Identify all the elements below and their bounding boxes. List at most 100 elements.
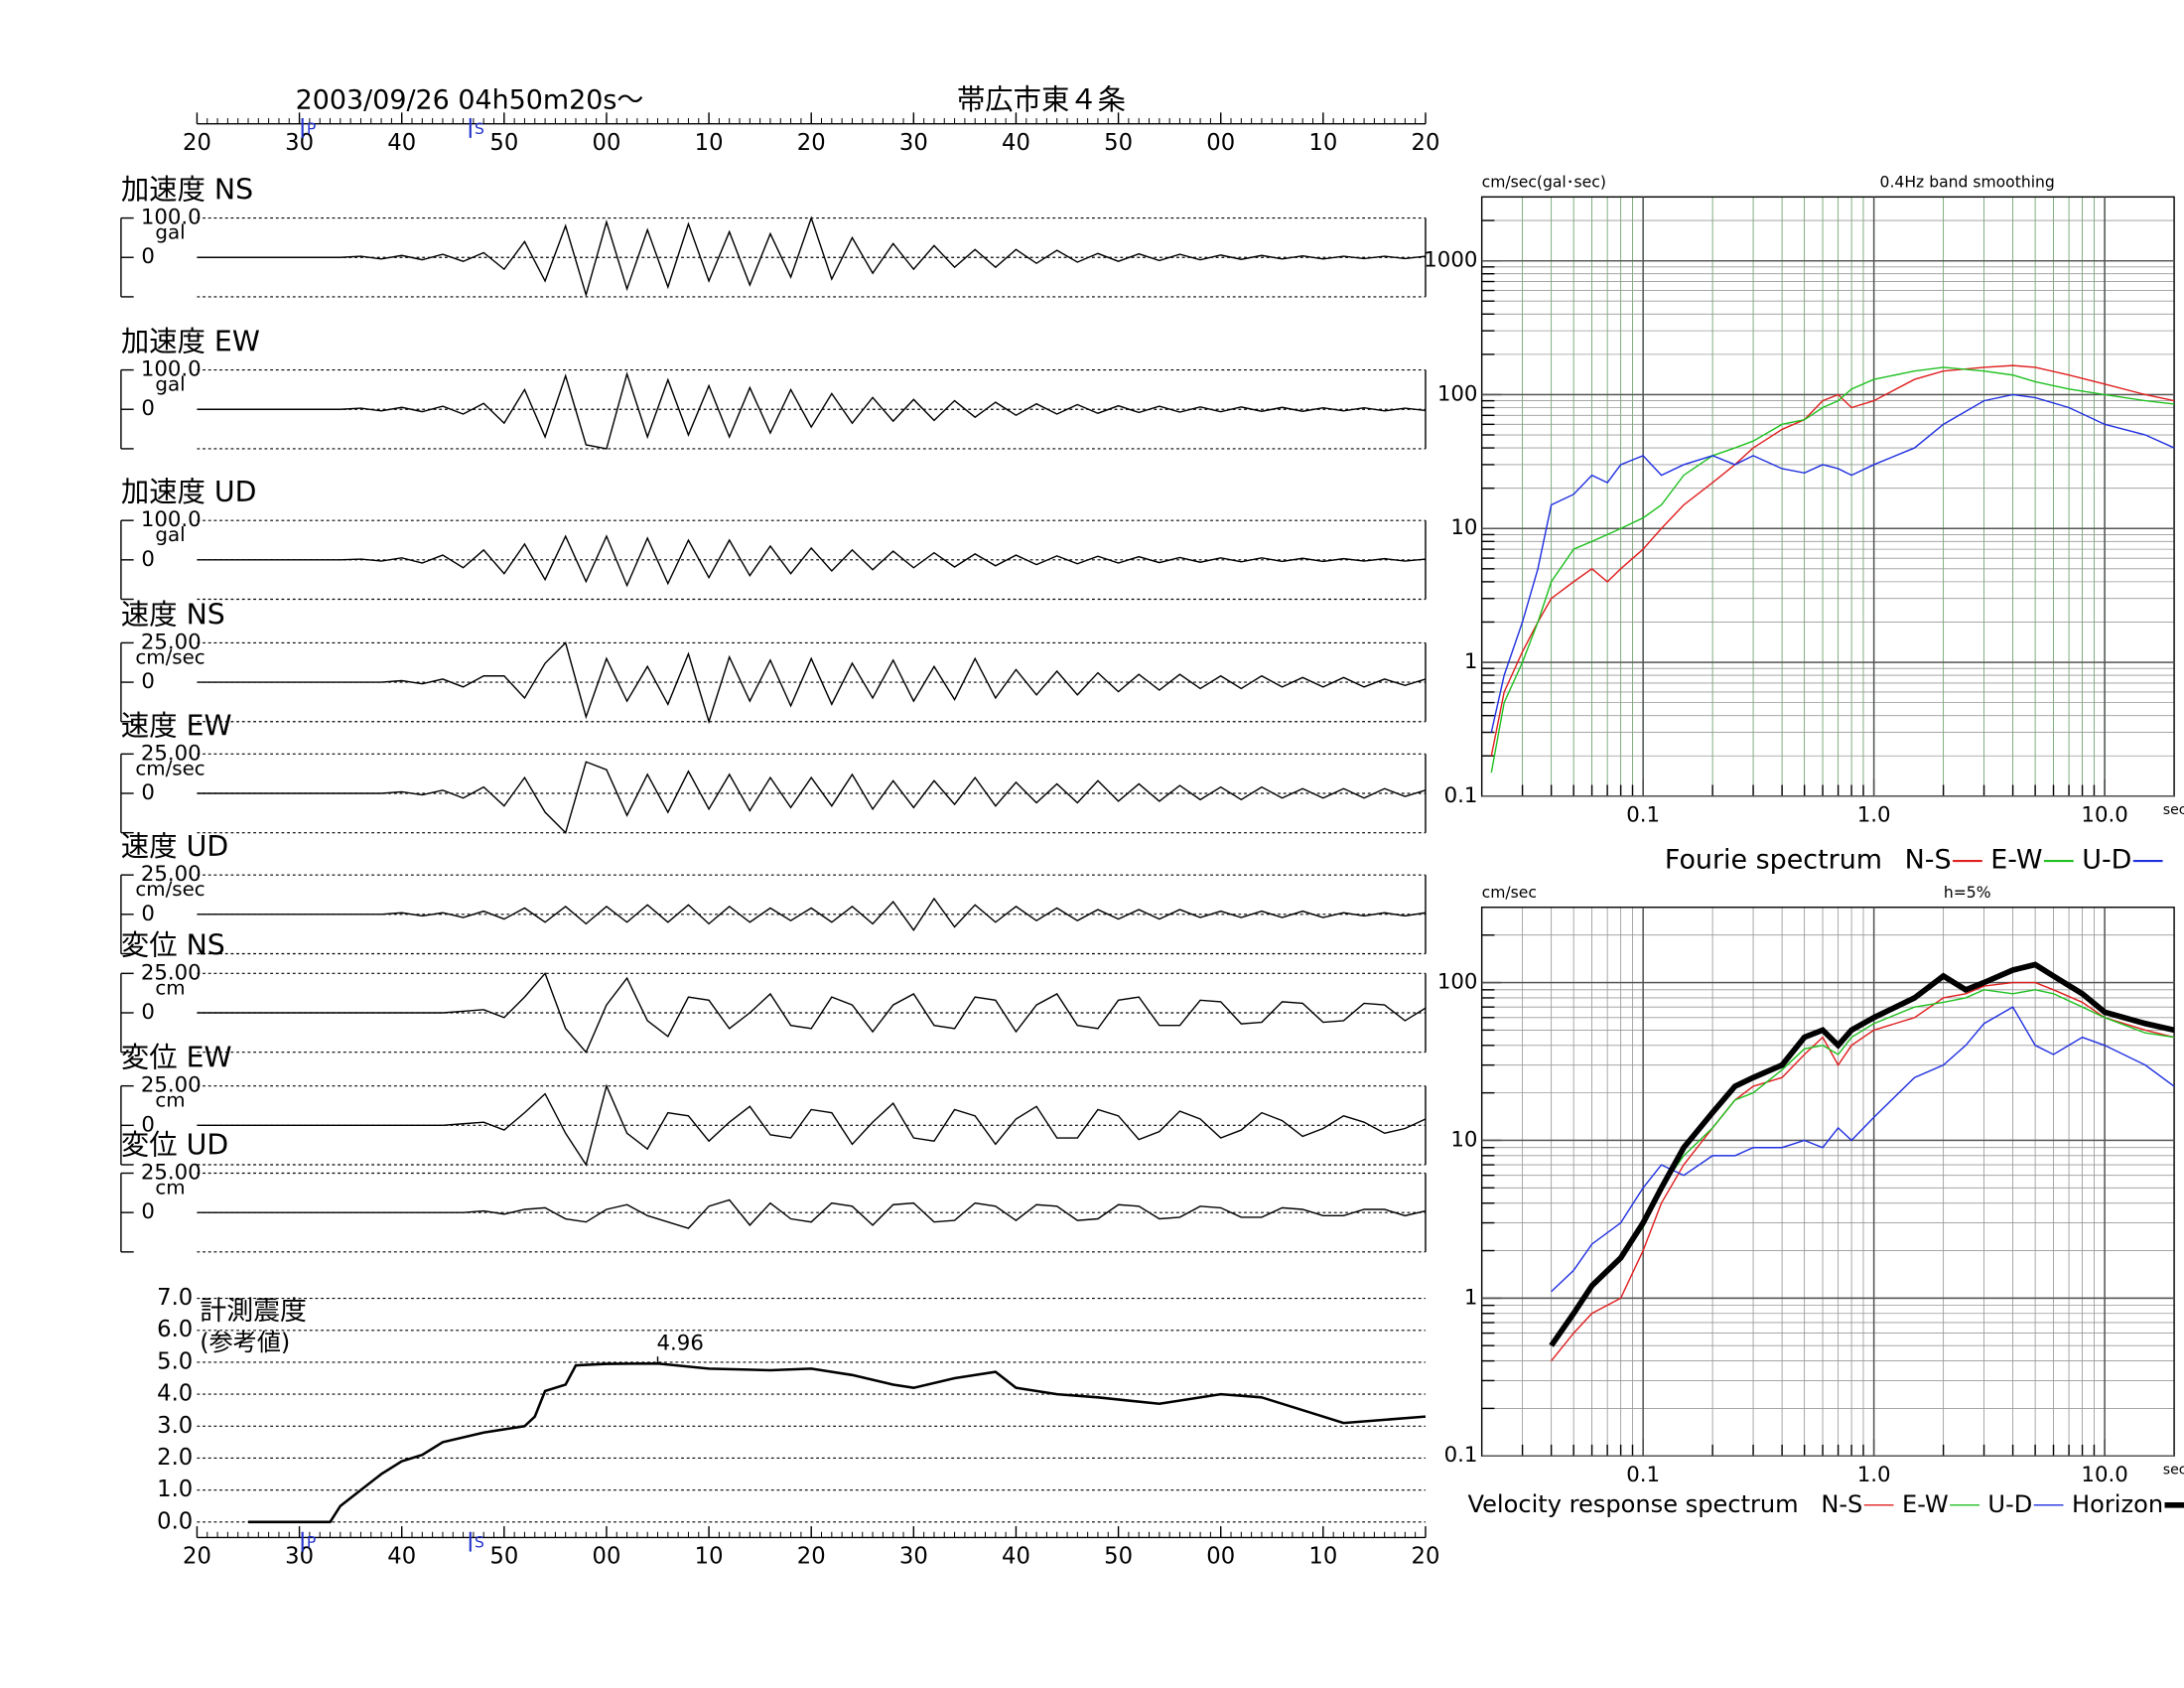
spectrum-line — [1490, 393, 2175, 733]
x-tick-label: 1.0 — [1857, 1463, 1891, 1487]
x-tick-label: 20 — [1412, 130, 1440, 156]
unit-label: cm/sec — [135, 757, 205, 779]
y-tick-label: 100.0 — [141, 357, 202, 382]
y-tick-label: 1 — [1464, 649, 1478, 674]
y-tick-label: 0 — [141, 669, 155, 694]
y-tick-label: 4.0 — [157, 1381, 193, 1407]
x-tick-label: 0.1 — [1626, 803, 1660, 828]
y-tick-label: 0.0 — [157, 1508, 193, 1534]
x-tick-label: 50 — [1104, 1544, 1133, 1570]
x-tick-label: 10.0 — [2081, 803, 2127, 828]
y-tick-label: 6.0 — [157, 1317, 193, 1342]
spectrum-line — [1551, 989, 2175, 1346]
x-tick-label: 40 — [387, 130, 416, 156]
unit-label: cm/sec — [135, 646, 205, 669]
x-tick-label: 40 — [1002, 130, 1030, 156]
trace-name: 速度 UD — [121, 830, 228, 863]
y-tick-label: 2.0 — [157, 1445, 193, 1471]
spectrum-line — [1490, 366, 2175, 774]
spectrum-line — [1490, 364, 2175, 757]
note: 0.4Hz band smoothing — [1880, 174, 2055, 192]
waveform — [197, 897, 1427, 931]
legend-label: E-W — [1990, 845, 2042, 876]
unit-label: gal — [155, 523, 185, 546]
trace-name: 速度 EW — [121, 709, 232, 742]
x-axis-label: sec — [2163, 1462, 2184, 1477]
x-tick-label: 20 — [183, 130, 211, 156]
y-tick-label: 1 — [1464, 1285, 1478, 1310]
x-tick-label: 40 — [387, 1544, 416, 1570]
y-axis-label: cm/sec — [1482, 884, 1537, 902]
x-tick-label: 50 — [489, 1544, 518, 1570]
x-tick-label: 20 — [1412, 1544, 1440, 1570]
legend-label: U-D — [1987, 1490, 2032, 1518]
x-tick-label: 0.1 — [1626, 1463, 1660, 1487]
waveform — [197, 761, 1427, 835]
phase-label: S — [475, 120, 484, 138]
x-tick-label: 10.0 — [2081, 1463, 2127, 1487]
unit-label: cm — [155, 1089, 185, 1112]
waveform — [197, 534, 1427, 588]
x-tick-label: 30 — [899, 130, 928, 156]
x-tick-label: 00 — [593, 130, 621, 156]
y-tick-label: 10 — [1450, 515, 1477, 540]
y-tick-label: 5.0 — [157, 1348, 193, 1374]
y-tick-label: 0 — [141, 1112, 155, 1137]
y-tick-label: 0 — [141, 547, 155, 572]
trace-name: 加速度 EW — [121, 326, 260, 358]
phase-label: P — [307, 1534, 316, 1552]
waveform — [197, 371, 1427, 450]
x-tick-label: 00 — [593, 1544, 621, 1570]
trace-name: 変位 UD — [121, 1129, 228, 1162]
y-tick-label: 100.0 — [141, 507, 202, 532]
legend-title: Fourie spectrum — [1665, 845, 1882, 876]
legend-label: U-D — [2082, 845, 2131, 876]
legend-label: N-S — [1905, 845, 1952, 876]
trace-name: 加速度 UD — [121, 476, 257, 508]
x-tick-label: 10 — [1308, 1544, 1337, 1570]
y-tick-label: 25.00 — [141, 960, 202, 985]
unit-label: cm/sec — [135, 878, 205, 901]
waveform — [197, 215, 1427, 298]
record-time: 2003/09/26 04h50m20s～ — [296, 85, 644, 116]
x-tick-label: 40 — [1002, 1544, 1030, 1570]
y-tick-label: 0 — [141, 1000, 155, 1025]
y-tick-label: 0 — [141, 780, 155, 805]
trace-name: 速度 NS — [121, 599, 225, 632]
waveform — [197, 971, 1427, 1054]
y-tick-label: 100.0 — [141, 206, 202, 230]
y-tick-label: 0 — [141, 902, 155, 926]
y-tick-label: 25.00 — [141, 1161, 202, 1186]
x-tick-label: 50 — [1104, 130, 1133, 156]
unit-label: cm — [155, 1177, 185, 1199]
y-axis-label: cm/sec(gal･sec) — [1482, 174, 1606, 192]
waveform — [197, 1083, 1427, 1167]
legend-label: E-W — [1902, 1490, 1949, 1518]
unit-label: gal — [155, 221, 185, 244]
legend-title: Velocity response spectrum — [1467, 1490, 1798, 1518]
x-axis-label: sec — [2163, 802, 2184, 818]
x-tick-label: 30 — [899, 1544, 928, 1570]
spectrum-line — [1549, 961, 2175, 1347]
x-tick-label: 10 — [695, 130, 724, 156]
x-tick-label: 30 — [285, 130, 314, 156]
y-tick-label: 10 — [1450, 1127, 1477, 1152]
x-tick-label: 20 — [183, 1544, 211, 1570]
trace-name: 変位 NS — [121, 928, 225, 961]
station-name: 帯広市東４条 — [957, 83, 1126, 116]
trace-name: 変位 EW — [121, 1042, 232, 1074]
x-tick-label: 50 — [489, 130, 518, 156]
y-tick-label: 0 — [141, 244, 155, 269]
note: h=5% — [1944, 884, 1991, 902]
x-tick-label: 30 — [285, 1544, 314, 1570]
y-tick-label: 7.0 — [157, 1285, 193, 1311]
phase-label: P — [307, 120, 316, 138]
spectrum-line — [1551, 1006, 2175, 1293]
phase-label: S — [475, 1534, 484, 1552]
y-tick-label: 100 — [1437, 381, 1478, 406]
y-tick-label: 1000 — [1424, 248, 1477, 273]
y-tick-label: 25.00 — [141, 862, 202, 887]
peak-label: 4.96 — [657, 1331, 704, 1355]
